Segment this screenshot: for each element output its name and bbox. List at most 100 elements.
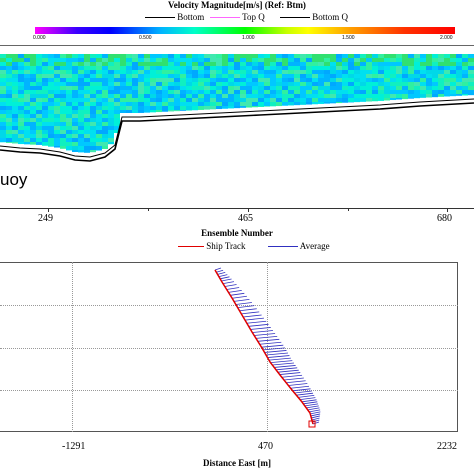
- velocity-cell: [462, 54, 468, 58]
- velocity-cell: [240, 94, 246, 98]
- velocity-cell: [132, 94, 138, 98]
- velocity-cell: [120, 78, 126, 82]
- ship-track-line: [214, 269, 314, 425]
- velocity-cell: [282, 102, 288, 106]
- velocity-cell: [66, 90, 72, 94]
- velocity-cell: [30, 70, 36, 74]
- velocity-cell: [228, 70, 234, 74]
- velocity-cell: [78, 78, 84, 82]
- velocity-cell: [348, 98, 354, 102]
- velocity-cell: [54, 102, 60, 106]
- ensemble-axis-tick: [447, 209, 448, 212]
- velocity-cell: [306, 102, 312, 105]
- velocity-cell: [48, 90, 54, 94]
- velocity-cell: [48, 114, 54, 118]
- velocity-cell: [402, 58, 408, 62]
- velocity-cell: [144, 82, 150, 86]
- velocity-cell: [72, 78, 78, 82]
- velocity-cell: [66, 78, 72, 82]
- velocity-cell: [228, 98, 234, 102]
- velocity-cell: [246, 98, 252, 102]
- velocity-cell: [300, 86, 306, 90]
- velocity-cell: [18, 70, 24, 74]
- velocity-cell: [336, 74, 342, 78]
- velocity-cell: [90, 58, 96, 62]
- velocity-cell: [198, 58, 204, 62]
- average-vector: [257, 338, 280, 342]
- velocity-cell: [54, 90, 60, 94]
- colorbar-tick: 0.000: [33, 35, 46, 41]
- velocity-cell: [282, 74, 288, 78]
- velocity-cell: [0, 110, 6, 114]
- velocity-cell: [414, 82, 420, 86]
- velocity-cell: [396, 54, 402, 58]
- velocity-cell: [306, 94, 312, 98]
- velocity-cell: [168, 54, 174, 58]
- velocity-cell: [48, 102, 54, 106]
- velocity-cell: [462, 94, 468, 96]
- velocity-cell: [468, 62, 474, 66]
- velocity-cell: [42, 54, 48, 58]
- velocity-cell: [150, 102, 156, 106]
- velocity-cell: [84, 118, 90, 122]
- velocity-cell: [90, 90, 96, 94]
- velocity-cell: [36, 78, 42, 82]
- velocity-cell: [354, 58, 360, 62]
- velocity-cell: [138, 58, 144, 62]
- velocity-cell: [96, 142, 102, 146]
- velocity-cell: [408, 66, 414, 70]
- velocity-cell: [144, 70, 150, 74]
- velocity-cell: [432, 74, 438, 78]
- velocity-cell: [192, 66, 198, 70]
- velocity-cell: [252, 78, 258, 82]
- velocity-cell: [48, 134, 54, 138]
- velocity-cell: [126, 74, 132, 78]
- velocity-cell: [390, 62, 396, 66]
- ship-track-plot-frame: [0, 262, 458, 432]
- velocity-cell: [264, 94, 270, 98]
- velocity-cell: [60, 142, 66, 146]
- average-vector: [244, 317, 264, 321]
- velocity-cell: [432, 58, 438, 62]
- velocity-cell: [54, 130, 60, 134]
- velocity-cell: [264, 70, 270, 74]
- velocity-cell: [66, 74, 72, 78]
- velocity-cell: [0, 70, 6, 74]
- velocity-cell: [414, 74, 420, 78]
- velocity-cell: [132, 110, 138, 113]
- velocity-cell: [102, 78, 108, 82]
- velocity-cell: [246, 62, 252, 66]
- average-vector: [267, 355, 290, 358]
- velocity-cell: [156, 82, 162, 86]
- velocity-cell: [60, 58, 66, 62]
- velocity-cell: [318, 54, 324, 58]
- velocity-cell: [24, 54, 30, 58]
- velocity-cell: [264, 74, 270, 78]
- velocity-cell: [300, 70, 306, 74]
- velocity-cell: [0, 74, 6, 78]
- velocity-cell: [150, 94, 156, 98]
- velocity-cell: [60, 78, 66, 82]
- velocity-cell: [102, 142, 108, 146]
- velocity-cell: [318, 74, 324, 78]
- velocity-cell: [174, 74, 180, 78]
- velocity-cell: [342, 98, 348, 102]
- velocity-cell: [168, 82, 174, 86]
- velocity-cell: [18, 114, 24, 118]
- velocity-cell: [258, 98, 264, 102]
- velocity-cell: [270, 86, 276, 90]
- velocity-cell: [162, 66, 168, 70]
- velocity-cell: [186, 90, 192, 94]
- velocity-cell: [372, 66, 378, 70]
- velocity-cell: [360, 70, 366, 74]
- velocity-cell: [348, 78, 354, 82]
- velocity-cell: [132, 78, 138, 82]
- velocity-cell: [312, 58, 318, 62]
- velocity-cell: [456, 70, 462, 74]
- velocity-cell: [396, 86, 402, 90]
- velocity-cell: [420, 86, 426, 90]
- velocity-cell: [336, 94, 342, 98]
- velocity-cell: [168, 74, 174, 78]
- velocity-cell: [198, 66, 204, 70]
- velocity-cell: [60, 74, 66, 78]
